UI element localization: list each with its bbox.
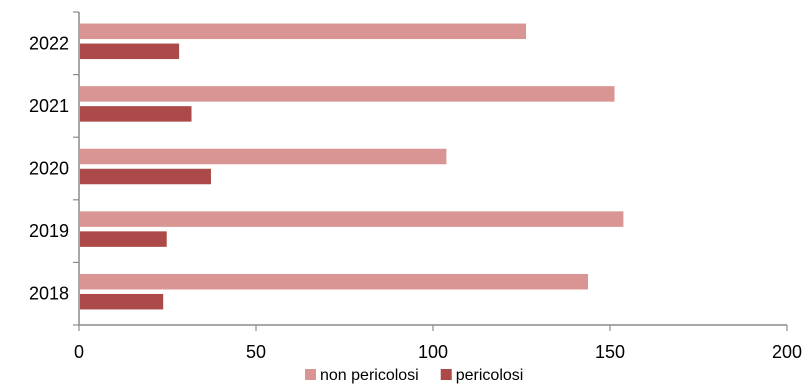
- bar-non-pericolosi-2022: [80, 23, 527, 40]
- x-tick-label-0: 0: [74, 342, 84, 362]
- bar-pericolosi-2022: [80, 43, 180, 60]
- legend: non pericolosi pericolosi: [305, 367, 523, 384]
- legend-label-non-pericolosi: non pericolosi: [320, 367, 419, 384]
- bar-pericolosi-2021: [80, 106, 192, 122]
- y-tick-label-2018: 2018: [29, 284, 69, 304]
- y-tick-labels: 2018 2019 2020 2021 2022: [29, 33, 69, 303]
- y-tick-label-2019: 2019: [29, 221, 69, 241]
- axis-ticks: [73, 11, 788, 331]
- bar-pericolosi-2019: [80, 231, 167, 247]
- x-tick-labels: 0 50 100 150 200: [74, 342, 802, 362]
- y-tick-label-2020: 2020: [29, 159, 69, 179]
- legend-swatch-pericolosi: [440, 369, 452, 380]
- y-tick-label-2022: 2022: [29, 33, 69, 53]
- bar-non-pericolosi-2018: [80, 273, 588, 290]
- bar-pericolosi-2018: [80, 293, 164, 310]
- x-tick-label-50: 50: [246, 342, 266, 362]
- x-tick-label-100: 100: [418, 342, 448, 362]
- y-tick-label-2021: 2021: [29, 96, 69, 116]
- bar-pericolosi-2020: [80, 168, 211, 185]
- legend-swatch-non-pericolosi: [305, 369, 316, 380]
- x-tick-label-200: 200: [772, 342, 802, 362]
- bar-non-pericolosi-2020: [80, 148, 447, 165]
- bar-non-pericolosi-2021: [80, 86, 615, 102]
- x-tick-label-150: 150: [595, 342, 625, 362]
- legend-label-pericolosi: pericolosi: [456, 367, 524, 384]
- bar-non-pericolosi-2019: [80, 211, 624, 227]
- bars-group: [80, 23, 624, 310]
